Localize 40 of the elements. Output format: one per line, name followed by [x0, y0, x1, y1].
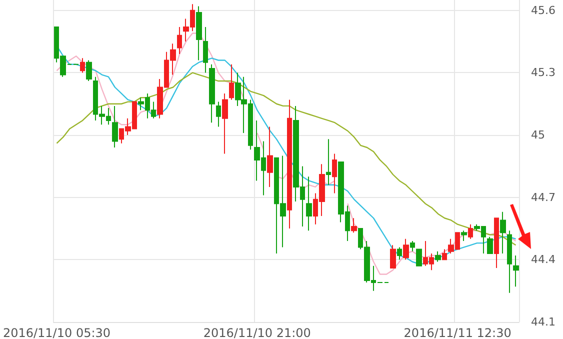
y-tick-label: 44.4 [531, 253, 556, 266]
candlestick [326, 138, 331, 186]
candlestick [468, 224, 473, 240]
candlestick [410, 240, 415, 252]
x-tick-label: 2016/11/11 12:30 [404, 326, 512, 339]
candlestick [203, 26, 208, 74]
candlestick [86, 60, 92, 82]
candlestick [177, 26, 182, 55]
candlestick [403, 238, 409, 260]
candlestick [229, 64, 234, 100]
candlestick [332, 153, 337, 194]
candlestick [112, 105, 118, 148]
candlestick [216, 101, 221, 128]
candlestick [397, 246, 402, 260]
candlestick [351, 218, 357, 234]
candlestick [435, 250, 441, 262]
y-tick-label: 45 [531, 128, 545, 142]
candlestick [442, 248, 447, 260]
candlestick [287, 99, 292, 230]
candlestick [461, 230, 467, 242]
x-tick-label: 2016/11/10 05:30 [2, 326, 111, 339]
candlestick [494, 218, 499, 268]
candlestick [500, 211, 506, 254]
y-tick-label: 44.1 [531, 316, 556, 328]
candlestick [390, 244, 396, 268]
candlestick [306, 176, 312, 232]
candlestick [507, 230, 512, 294]
line-series [56, 72, 516, 246]
candlestick [487, 236, 493, 254]
x-tick-label: 2016/11/10 21:00 [203, 326, 311, 339]
y-tick-label: 45.6 [531, 4, 556, 17]
candlestick [416, 248, 422, 266]
y-tick-label: 44.7 [531, 190, 556, 204]
candlestick [209, 64, 215, 124]
candlestick [267, 126, 273, 188]
candlestick [196, 6, 202, 61]
y-tick-label: 45.3 [531, 66, 556, 80]
candlestick [222, 92, 228, 154]
candlestick [80, 58, 85, 74]
candlestick [513, 255, 519, 288]
